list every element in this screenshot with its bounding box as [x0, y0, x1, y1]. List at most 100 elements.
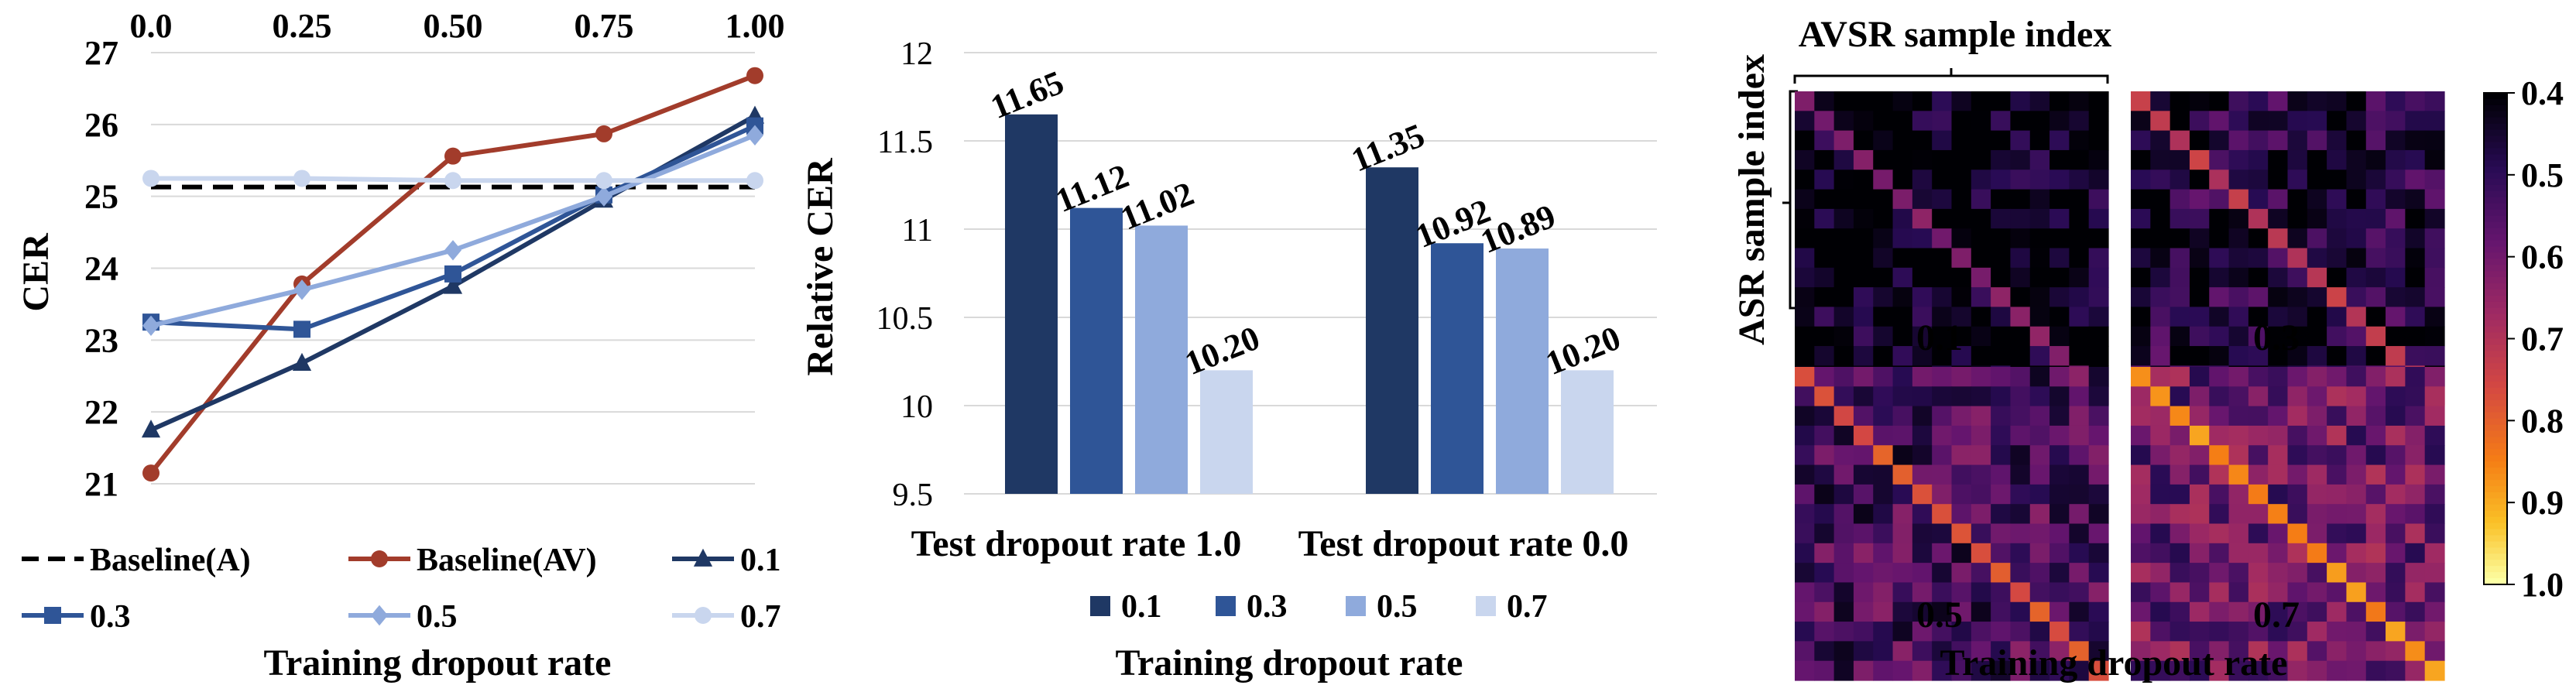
heatmap-cell [2365, 307, 2386, 327]
heatmap-cell [1833, 111, 1854, 132]
heatmap-cell [1951, 228, 1972, 249]
heatmap-cell [2346, 464, 2367, 485]
heatmap-cell [2405, 445, 2426, 466]
heatmap-cell [1795, 346, 1815, 366]
heatmap-cell [2088, 582, 2109, 603]
heatmap-cell [2049, 445, 2070, 466]
colorbar-segment [2484, 191, 2507, 198]
heatmap-cell [1892, 543, 1913, 564]
line-series-0.5 [142, 125, 763, 336]
heatmap-cell [2346, 386, 2367, 407]
colorbar-segment [2484, 566, 2507, 574]
heatmap-cell [2307, 248, 2327, 269]
heatmap-cell [2327, 367, 2348, 387]
heatmap-cell [1795, 189, 1815, 210]
heatmap-cell [2049, 228, 2070, 249]
heatmap-cell [1932, 484, 1953, 505]
colorbar-segment [2484, 504, 2507, 512]
heatmap-cell [2268, 464, 2289, 485]
heatmap-cell [1892, 248, 1913, 269]
heatmap-cell [1951, 464, 1972, 485]
heatmap-cell [2424, 130, 2445, 151]
heatmap-cell [1951, 326, 1972, 347]
heatmap-cell [1795, 641, 1815, 662]
heatmap-cell [1833, 228, 1854, 249]
heatmap-cell [2346, 130, 2367, 151]
heatmap-cell [1833, 189, 1854, 210]
heatmap-cell [2386, 326, 2406, 347]
heatmap-cell [2049, 425, 2070, 446]
line-y-tick: 23 [84, 321, 118, 359]
heatmap-panel-0.5 [1795, 367, 2109, 681]
heatmap-cell [2268, 130, 2289, 151]
heatmap-cell [2386, 523, 2406, 544]
heatmap-panel-0.1 [1795, 91, 2109, 406]
legend-marker [371, 550, 388, 567]
heatmap-cell [1873, 406, 1894, 427]
colorbar-segment [2484, 468, 2507, 475]
heatmap-cell [2365, 287, 2386, 308]
heatmap-cell [2287, 287, 2308, 308]
heatmap-cell [2386, 406, 2406, 427]
heatmap-cell [2327, 622, 2348, 642]
heatmap-cell [1873, 228, 1894, 249]
heatmap-cell [1873, 641, 1894, 662]
heatmap-cell [2131, 660, 2151, 681]
heatmap-cell [1873, 208, 1894, 229]
line-series [141, 67, 765, 482]
heatmap-cell [1853, 660, 1874, 681]
heatmap-cell [1814, 91, 1835, 111]
heatmap-cell [2088, 130, 2109, 151]
heatmap-cell [2049, 523, 2070, 544]
heatmap-cell [1912, 543, 1933, 564]
colorbar-tick-label: 0.7 [2521, 320, 2564, 358]
heatmap-cell [2010, 543, 2031, 564]
heatmap-cell [2424, 367, 2445, 387]
heatmap-cell [2307, 445, 2327, 466]
heatmap-cell [1814, 523, 1835, 544]
heatmap-cell [2424, 248, 2445, 269]
heatmap-cell [1951, 367, 1972, 387]
heatmap-cell [2029, 563, 2050, 584]
heatmap-cell [2069, 523, 2090, 544]
heatmap-cell [2209, 228, 2230, 249]
heatmap-cell [2170, 307, 2190, 327]
heatmap-cell [2424, 326, 2445, 347]
heatmap-cell [2029, 189, 2050, 210]
heatmap-cell [2268, 287, 2289, 308]
heatmap-cell [2209, 622, 2230, 642]
heatmap-cell [2228, 601, 2249, 622]
heatmap-cell [1912, 386, 1933, 407]
heatmap-cell [2424, 406, 2445, 427]
heatmap-cell [2307, 208, 2327, 229]
colorbar-segment [2484, 203, 2507, 211]
heatmap-cell [2189, 149, 2210, 170]
colorbar-segment [2484, 578, 2507, 585]
heatmap-cell [2131, 248, 2151, 269]
heatmap-cell [2287, 641, 2308, 662]
heatmap-cell [2405, 523, 2426, 544]
heatmap-cell [2150, 425, 2171, 446]
colorbar-segment [2484, 547, 2507, 555]
heatmap-cell [2268, 386, 2289, 407]
heatmap-cell [2248, 523, 2269, 544]
heatmap-cell [1991, 287, 2012, 308]
heatmap-cell [2131, 287, 2151, 308]
heatmap-cell [2069, 622, 2090, 642]
heatmap-cell [2405, 622, 2426, 642]
heatmap-cell [1795, 504, 1815, 525]
heatmap-cell [2346, 543, 2367, 564]
heatmap-cell [2405, 464, 2426, 485]
line-x-tick: 1.00 [725, 7, 785, 45]
heatmap-cell [2170, 543, 2190, 564]
colorbar-segment [2484, 320, 2507, 327]
heatmap-cell [1951, 484, 1972, 505]
heatmap-panels [1795, 91, 2445, 681]
heatmap-cell [1951, 445, 1972, 466]
heatmap-cell [2346, 326, 2367, 347]
colorbar-segment [2484, 283, 2507, 290]
heatmap-cell [2307, 523, 2327, 544]
heatmap-cell [1853, 484, 1874, 505]
heatmap-cell [2424, 170, 2445, 190]
heatmap-cell [2131, 641, 2151, 662]
